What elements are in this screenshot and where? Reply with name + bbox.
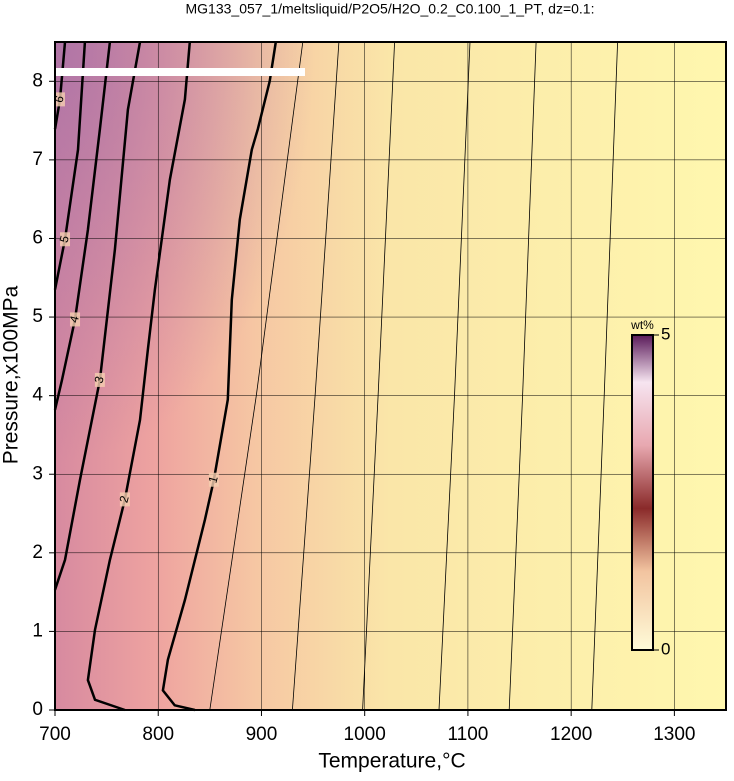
contour-label-bg xyxy=(119,492,130,507)
contour-label: 4 xyxy=(67,314,82,324)
y-tick-label: 7 xyxy=(32,149,43,170)
mask-bar xyxy=(55,68,305,76)
x-axis-label: Temperature,°C xyxy=(318,750,465,773)
contour-label-bg xyxy=(94,372,105,387)
contour-label: 6 xyxy=(52,94,67,104)
colorbar-tick-label: 5 xyxy=(661,324,670,343)
contour-label-bg xyxy=(60,232,71,247)
contour-label-bg xyxy=(70,312,81,327)
chart-title: MG133_057_1/meltsliquid/P2O5/H2O_0.2_C0.… xyxy=(186,1,595,17)
y-tick-label: 3 xyxy=(32,463,43,484)
contour-line xyxy=(292,41,340,711)
contour-label: 5 xyxy=(57,234,72,244)
y-tick-label: 4 xyxy=(32,385,43,406)
contour-line xyxy=(438,41,471,711)
x-tick-label: 800 xyxy=(142,724,174,745)
contour-line xyxy=(508,41,537,711)
y-axis-label: Pressure,x100MPa xyxy=(0,285,23,464)
colorbar-label: wt% xyxy=(630,318,654,332)
x-tick-label: 1100 xyxy=(447,724,488,745)
contour-line xyxy=(53,41,87,290)
x-tick-label: 1200 xyxy=(550,724,592,745)
x-tick-label: 900 xyxy=(246,724,278,745)
contour-line xyxy=(362,41,395,711)
contour-label-bg xyxy=(208,472,219,487)
contour-line xyxy=(86,41,192,712)
colorbar xyxy=(631,334,654,651)
contour-label: 3 xyxy=(91,374,106,384)
y-tick-label: 8 xyxy=(32,70,43,91)
contour-line xyxy=(161,41,278,712)
colorbar-tick-label: 0 xyxy=(661,639,670,658)
x-tick-label: 1000 xyxy=(344,724,386,745)
y-tick-label: 1 xyxy=(32,620,43,641)
x-tick-label: 700 xyxy=(39,724,71,745)
contour-label: 1 xyxy=(205,474,220,484)
contour-label-bg xyxy=(54,92,65,107)
contour-line xyxy=(591,41,618,711)
y-tick-label: 5 xyxy=(32,306,43,327)
y-tick-label: 2 xyxy=(32,542,43,563)
x-tick-label: 1300 xyxy=(653,724,695,745)
contour-label: 2 xyxy=(116,494,131,504)
y-tick-label: 0 xyxy=(32,699,43,720)
y-tick-label: 6 xyxy=(32,227,43,248)
contour-line xyxy=(209,41,304,711)
contour-line xyxy=(53,41,112,411)
plot-frame xyxy=(54,41,727,711)
